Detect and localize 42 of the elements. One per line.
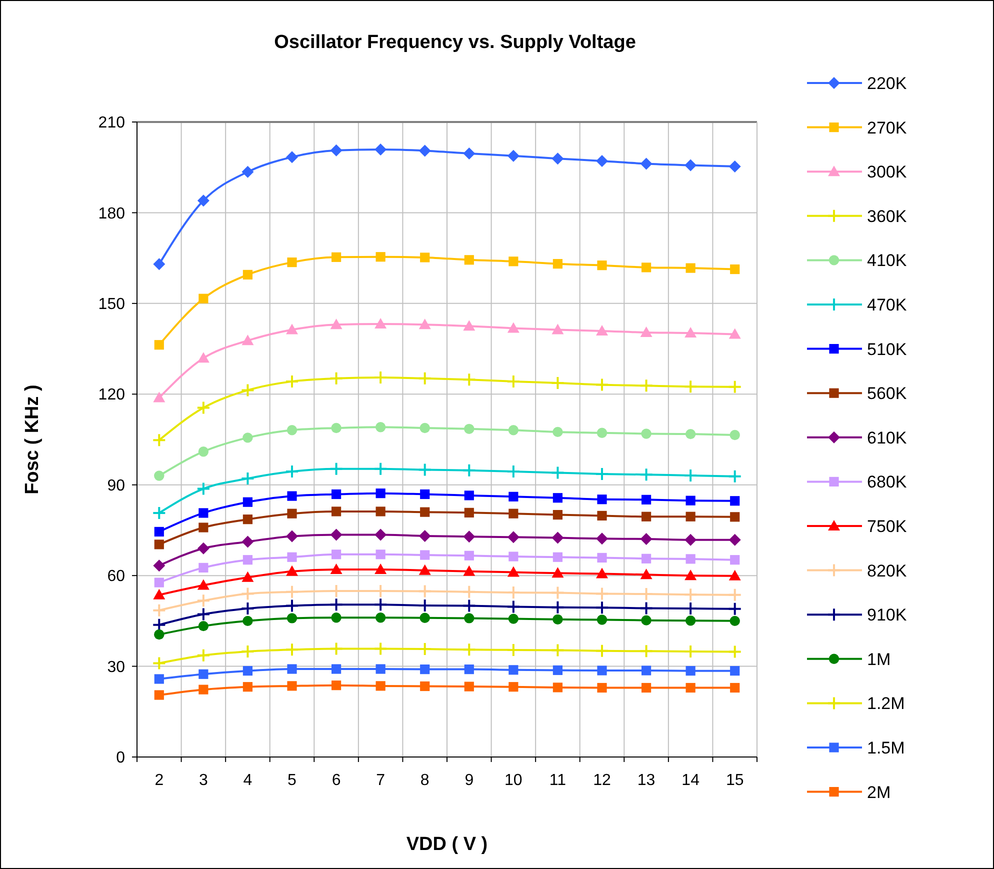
legend-label: 1.2M [867, 694, 905, 714]
y-axis-title: Fosc ( KHz ) [22, 384, 43, 494]
legend-label: 820K [867, 561, 908, 580]
chart-title: Oscillator Frequency vs. Supply Voltage [274, 32, 636, 53]
x-axis-title: VDD ( V ) [406, 834, 488, 855]
x-tick-label: 10 [504, 772, 522, 789]
y-tick-label: 0 [116, 750, 126, 767]
x-tick-label: 12 [593, 772, 611, 789]
y-tick-label: 180 [98, 205, 126, 222]
legend-label: 510K [867, 340, 908, 359]
legend-label: 360K [867, 206, 908, 226]
legend-label: 910K [867, 606, 908, 625]
x-tick-label: 2 [154, 772, 164, 789]
y-tick-label: 150 [98, 296, 126, 314]
legend-label: 680K [867, 472, 908, 492]
legend-label: 220K [867, 74, 908, 93]
legend-label: 2M [867, 782, 891, 802]
y-tick-label: 60 [107, 568, 126, 586]
x-tick-label: 3 [198, 772, 208, 789]
legend-label: 560K [867, 384, 908, 404]
legend-label: 410K [867, 251, 908, 270]
legend-label: 610K [867, 428, 908, 448]
y-tick-label: 210 [98, 114, 126, 132]
x-tick-label: 9 [464, 772, 474, 789]
legend-label: 1.5M [867, 738, 905, 758]
x-tick-label: 4 [243, 772, 252, 789]
x-tick-label: 5 [288, 772, 297, 789]
legend-label: 300K [867, 162, 908, 182]
legend-label: 470K [867, 295, 908, 314]
y-tick-label: 30 [107, 658, 126, 676]
x-tick-label: 14 [682, 772, 700, 789]
x-tick-label: 13 [637, 772, 656, 789]
x-tick-label: 7 [376, 772, 386, 789]
x-tick-label: 15 [726, 772, 744, 789]
x-tick-label: 11 [549, 772, 566, 789]
x-tick-label: 6 [332, 772, 341, 789]
legend-label: 750K [867, 516, 908, 536]
x-tick-label: 8 [420, 772, 430, 789]
y-tick-label: 120 [98, 386, 126, 404]
legend-label: 270K [867, 118, 908, 138]
legend-label: 1M [867, 650, 891, 669]
y-tick-label: 90 [107, 477, 126, 494]
